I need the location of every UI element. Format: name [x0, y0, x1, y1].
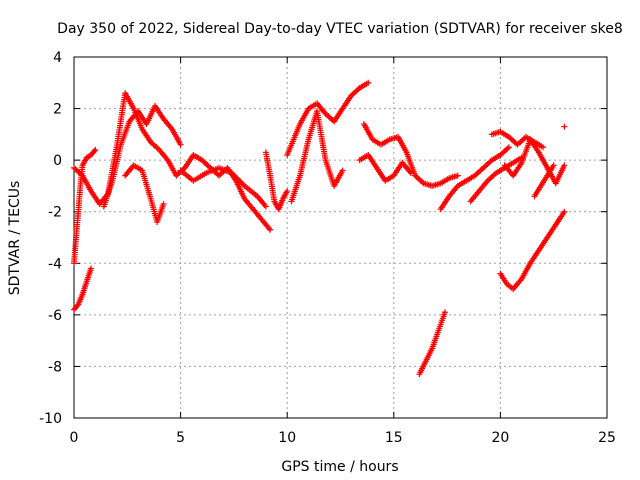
- chart-title: Day 350 of 2022, Sidereal Day-to-day VTE…: [57, 21, 623, 37]
- y-axis-ticks: -10 -8 -6 -4 -2 0 2 4: [39, 50, 607, 427]
- x-tick-label: 25: [598, 430, 616, 446]
- x-axis-label: GPS time / hours: [281, 459, 398, 475]
- data-point-sat-H: [365, 79, 372, 86]
- data-point-sat-F: [262, 203, 269, 210]
- data-point-sat-R: [550, 162, 557, 169]
- data-point-sat-B: [88, 265, 95, 272]
- data-points: [71, 79, 568, 378]
- y-tick-label: -8: [48, 359, 62, 375]
- x-tick-label: 10: [278, 430, 296, 446]
- data-point-sat-D: [177, 141, 184, 148]
- x-tick-label: 20: [491, 430, 509, 446]
- x-tick-label: 0: [70, 430, 79, 446]
- data-point-sat-A: [267, 226, 274, 233]
- data-point-sat-G: [284, 188, 291, 195]
- data-point-sat-E: [160, 200, 167, 207]
- data-point-sat-P: [561, 208, 568, 215]
- y-tick-label: 4: [53, 50, 62, 66]
- data-point-sat-O: [540, 144, 547, 151]
- data-point-sat-B: [74, 302, 81, 309]
- y-tick-label: -10: [39, 411, 62, 427]
- x-tick-label: 15: [385, 430, 403, 446]
- data-point-sat-K: [407, 170, 414, 177]
- x-axis-ticks: 0 5 10 15 20 25: [70, 57, 616, 446]
- y-tick-label: -2: [48, 205, 62, 221]
- data-point-sat-C: [92, 146, 99, 153]
- data-point-sat-L: [441, 309, 448, 316]
- y-tick-label: -4: [48, 256, 62, 272]
- x-tick-label: 5: [176, 430, 185, 446]
- y-tick-label: 0: [53, 153, 62, 169]
- data-point-sat-I: [339, 167, 346, 174]
- y-axis-label: SDTVAR / TECUs: [7, 181, 23, 296]
- y-tick-label: 2: [53, 102, 62, 118]
- data-point-sat-C: [91, 148, 98, 155]
- data-point-sat-Q: [561, 162, 568, 169]
- data-point-sat-J: [454, 172, 461, 179]
- y-tick-label: -6: [48, 308, 62, 324]
- data-point-sat-S: [561, 123, 568, 130]
- data-point-sat-M: [505, 144, 512, 151]
